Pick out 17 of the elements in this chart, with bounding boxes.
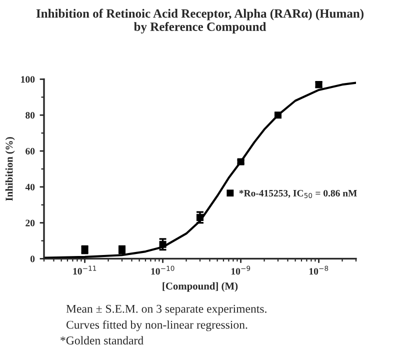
x-tick-label: 10$^{−11}$ <box>73 266 96 275</box>
x-tick-label: 10$^{−9}$ <box>232 266 250 275</box>
y-tick-label: 0 <box>30 256 35 262</box>
y-tick-label: 100 <box>21 76 35 83</box>
chart-title: Inhibition of Retinoic Acid Receptor, Alpha (RARα) (Human) by Reference Compound <box>36 8 364 34</box>
x-axis-title: [Compound] (M) <box>162 282 238 292</box>
text: *Golden standard <box>60 336 144 344</box>
y-tick-label: 20 <box>26 220 35 226</box>
y-tick-label: 40 <box>25 184 35 190</box>
x-tick-label: 10$^{−10}$ <box>151 266 174 275</box>
text: Curves fitted by non-linear regression. <box>66 320 248 332</box>
x-tick-label: 10$^{−8}$ <box>310 266 328 275</box>
y-tick-label: 60 <box>26 148 35 154</box>
text: Mean ± S.E.M. on 3 separate experiments. <box>66 304 266 316</box>
y-axis-title: Inhibition (%) <box>5 137 15 201</box>
legend-label: *Ro-415253, IC$_{50}$ = 0.86 nM <box>239 190 357 198</box>
y-tick-label: 80 <box>26 112 35 119</box>
